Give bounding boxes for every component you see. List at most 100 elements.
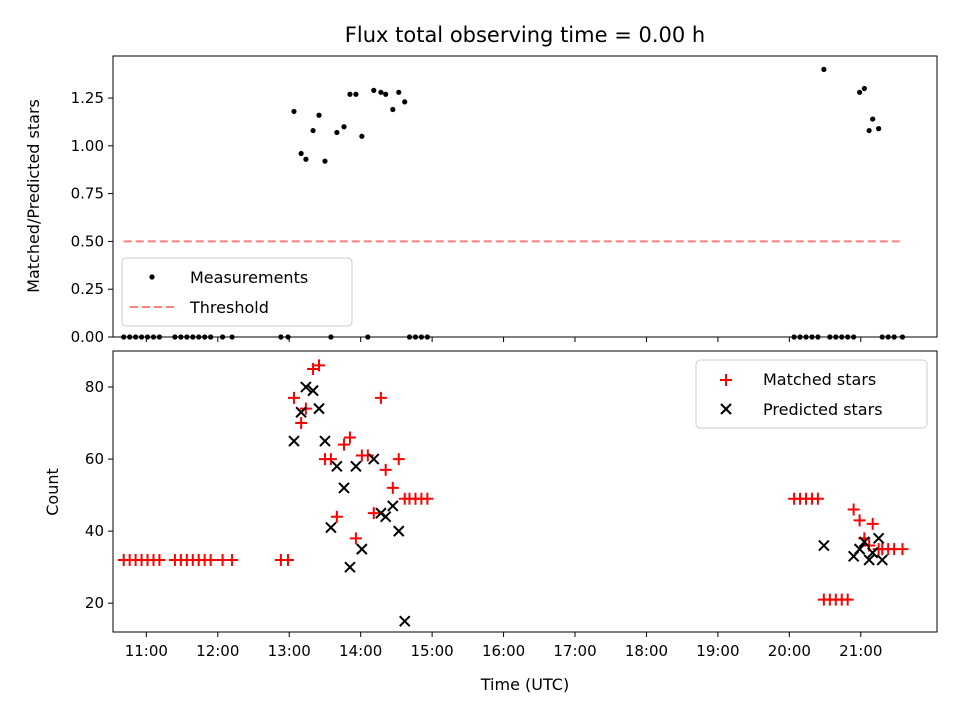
matched-star-point <box>841 593 854 606</box>
predicted-star-point <box>319 435 331 447</box>
top-legend-box <box>121 257 353 327</box>
predicted-star-point <box>863 554 875 566</box>
matched-star-point <box>866 517 879 530</box>
measurement-point <box>378 89 384 95</box>
x-tick-label: 15:00 <box>411 642 454 660</box>
matched-star-point <box>847 503 860 516</box>
legend-matched-marker <box>720 374 732 386</box>
predicted-star-point <box>300 381 312 393</box>
predicted-star-point <box>876 554 888 566</box>
matched-star-point <box>853 514 866 527</box>
matched-star-point <box>367 507 380 520</box>
matched-star-point <box>811 492 824 505</box>
bottom-legend-box <box>695 359 928 429</box>
measurement-point <box>396 89 402 95</box>
bottom-x-ticks: 11:00 12:00 13:00 14:00 15:00 16:00 17:00 18:00… <box>125 632 882 660</box>
measurement-point <box>316 112 322 118</box>
matched-star-point <box>313 359 325 372</box>
predicted-star-point <box>344 561 356 573</box>
top-legend: Measurements Threshold <box>121 257 353 327</box>
top-y-tick-label: 0.00 <box>71 328 104 346</box>
x-tick-label: 16:00 <box>482 642 525 660</box>
matched-star-point <box>153 553 166 566</box>
x-tick-label: 12:00 <box>196 642 239 660</box>
top-y-tick-label: 1.25 <box>71 89 104 107</box>
measurement-point <box>341 124 347 130</box>
bottom-y-tick-label: 20 <box>85 594 104 612</box>
measurement-point <box>303 156 309 162</box>
bottom-y-tick-label: 80 <box>85 378 104 396</box>
bottom-y-tick-label: 60 <box>85 450 104 468</box>
predicted-star-point <box>387 500 399 512</box>
bottom-panel: Count Time (UTC) 20 40 60 80 11:00 12:00 13:0… <box>43 350 938 694</box>
predicted-star-point <box>350 460 362 472</box>
chart-title: Flux total observing time = 0.00 h <box>345 23 705 47</box>
matched-star-point <box>324 453 337 466</box>
predicted-star-point <box>338 482 350 494</box>
top-panel: Flux total observing time = 0.00 h Match… <box>24 23 938 346</box>
legend-predicted-marker <box>720 403 732 415</box>
x-axis-label: Time (UTC) <box>480 675 569 694</box>
top-x-ticks <box>145 337 862 342</box>
predicted-star-point <box>866 547 879 559</box>
measurement-point <box>383 91 389 97</box>
matched-star-point <box>421 492 434 505</box>
bottom-y-ticks: 20 40 60 80 <box>85 378 113 612</box>
measurement-point <box>857 89 863 95</box>
matched-star-point <box>338 438 351 451</box>
matched-star-point <box>226 553 239 566</box>
measurement-point <box>291 108 297 115</box>
matched-star-point <box>295 417 308 430</box>
measurement-point <box>310 127 316 134</box>
legend-matched-label: Matched stars <box>763 370 876 389</box>
measurement-point <box>371 87 377 94</box>
predicted-star-point <box>313 402 325 415</box>
matched-star-point <box>386 481 399 494</box>
top-y-tick-label: 0.25 <box>71 280 104 298</box>
x-tick-label: 11:00 <box>125 642 168 660</box>
predicted-star-point <box>356 543 368 555</box>
top-y-tick-label: 0.50 <box>71 232 104 250</box>
top-y-ticks: 0.00 0.25 0.50 0.75 1.00 1.25 <box>71 89 113 346</box>
matched-star-point <box>330 510 343 523</box>
predicted-star-point <box>288 435 300 447</box>
predicted-star-point <box>818 539 830 552</box>
matched-star-point <box>361 449 374 462</box>
bottom-plot-marks <box>117 359 909 627</box>
measurement-point <box>347 91 353 97</box>
x-tick-label: 20:00 <box>768 642 811 660</box>
measurement-point <box>390 106 396 113</box>
predicted-star-point <box>399 615 411 627</box>
matched-star-point <box>282 553 295 566</box>
predicted-star-point <box>325 521 337 534</box>
x-tick-label: 13:00 <box>268 642 311 660</box>
measurement-point <box>298 150 304 157</box>
measurement-point <box>876 126 882 132</box>
matched-star-point <box>343 431 356 444</box>
matched-star-point <box>287 391 300 404</box>
top-y-tick-label: 0.75 <box>71 185 104 203</box>
measurement-point <box>870 116 876 122</box>
predicted-star-point <box>858 536 871 548</box>
measurement-point <box>322 158 328 164</box>
legend-measurements-marker <box>149 274 155 280</box>
matched-star-point <box>896 543 909 556</box>
predicted-star-point <box>368 453 380 465</box>
predicted-star-point <box>379 511 392 523</box>
x-tick-label: 14:00 <box>339 642 382 660</box>
legend-measurements-label: Measurements <box>190 268 308 287</box>
matched-star-point <box>374 391 387 404</box>
bottom-y-axis-label: Count <box>43 468 62 516</box>
matched-star-point <box>349 532 362 545</box>
x-tick-label: 17:00 <box>553 642 596 660</box>
top-y-axis-label: Matched/Predicted stars <box>24 99 43 293</box>
bottom-plot-frame <box>112 350 938 633</box>
matched-star-point <box>392 453 405 466</box>
predicted-star-point <box>295 406 307 418</box>
legend-predicted-label: Predicted stars <box>763 400 883 419</box>
predicted-star-point <box>853 543 866 555</box>
measurement-point <box>334 129 340 136</box>
measurement-point <box>402 99 408 105</box>
measurement-point <box>353 91 359 97</box>
